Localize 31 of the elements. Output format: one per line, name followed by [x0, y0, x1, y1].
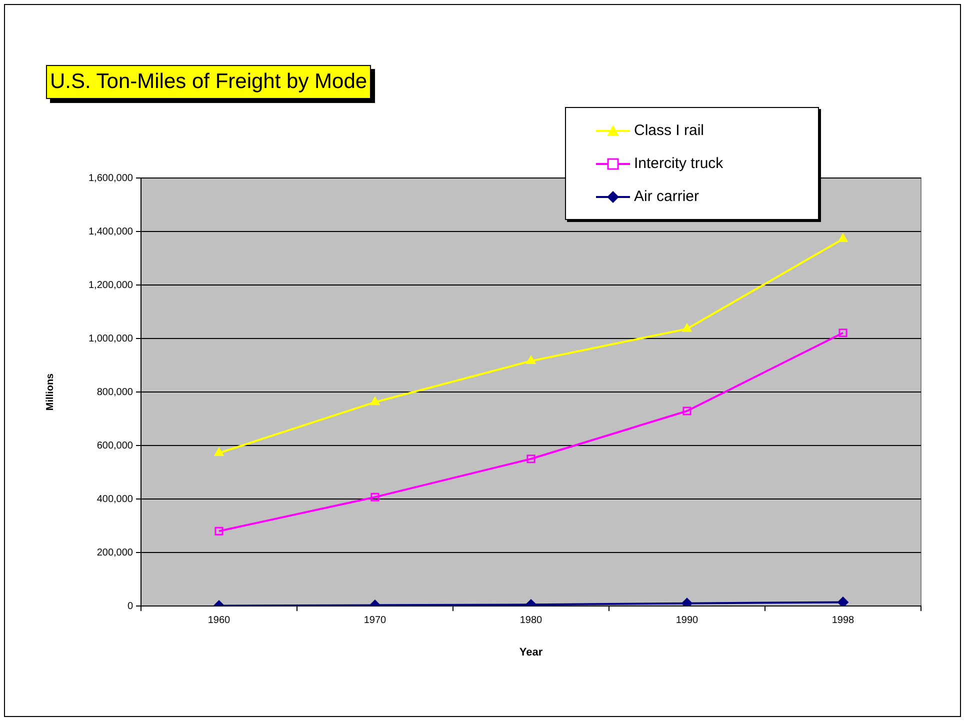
point	[526, 355, 536, 364]
y-tick-label: 600,000	[96, 440, 134, 452]
x-tick-label: 1990	[676, 614, 699, 626]
point	[370, 396, 380, 406]
y-axis-title: Millions	[44, 372, 56, 411]
point	[214, 526, 224, 536]
y-tick-label: 200,000	[96, 547, 134, 558]
x-tick-label: 1980	[520, 614, 543, 626]
y-tick-label: 1,600,000	[88, 172, 134, 184]
chart-title: U.S. Ton-Miles of Freight by Mode	[46, 65, 372, 99]
point	[682, 406, 692, 416]
point	[838, 233, 848, 242]
legend-label: Intercity truck	[634, 155, 724, 172]
legend-label: Air carrier	[634, 188, 700, 205]
y-tick-label: 1,200,000	[88, 280, 134, 291]
x-tick-label: 1998	[832, 614, 855, 626]
y-tick-label: 400,000	[96, 494, 134, 505]
y-tick-label: 1,400,000	[88, 226, 134, 238]
x-axis-title: Year	[519, 646, 544, 658]
point	[370, 492, 380, 502]
point	[838, 328, 848, 338]
point	[838, 596, 848, 606]
x-tick-label: 1970	[364, 614, 387, 626]
legend-label: Class I rail	[634, 122, 704, 139]
point	[682, 323, 692, 332]
y-tick-label: 0	[127, 600, 134, 612]
y-tick-label: 1,000,000	[88, 333, 134, 344]
y-tick-label: 800,000	[96, 386, 134, 398]
point	[214, 447, 224, 456]
point	[526, 454, 536, 464]
x-tick-label: 1960	[208, 614, 231, 626]
